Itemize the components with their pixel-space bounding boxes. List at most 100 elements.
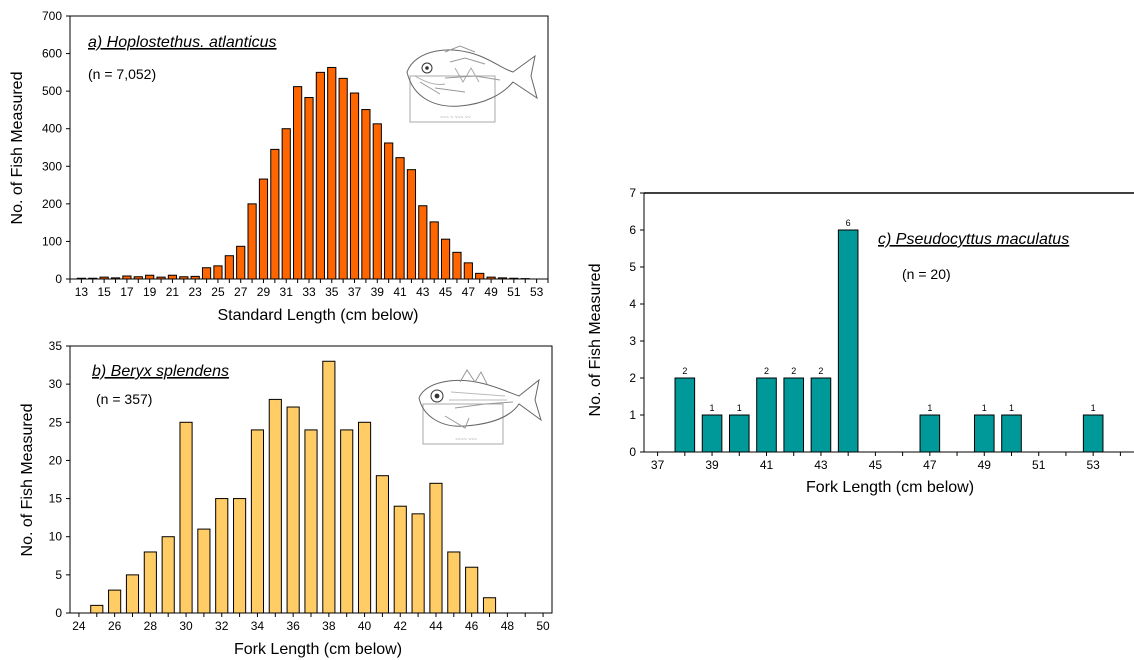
panel-b-y-tick-label: 5 bbox=[55, 568, 62, 582]
svg-text:~~~ ~ ~~~ ~~: ~~~ ~ ~~~ ~~ bbox=[440, 115, 471, 121]
panel-a-bar-36 bbox=[338, 77, 348, 280]
panel-a-y-tick-label: 300 bbox=[42, 159, 62, 173]
panel-a-sample-size: (n = 7,052) bbox=[88, 66, 156, 82]
panel-a-bar-17 bbox=[122, 275, 132, 280]
panel-b-x-tick-label: 38 bbox=[322, 619, 336, 633]
panel-c-data-label-41: 2 bbox=[764, 366, 769, 376]
panel-c-bar-41 bbox=[756, 377, 777, 453]
panel-c-data-label-53: 1 bbox=[1091, 403, 1096, 413]
panel-a-bar-50 bbox=[497, 277, 508, 280]
panel-c-bar-39 bbox=[701, 414, 723, 453]
panel-a-bar-26 bbox=[224, 255, 234, 280]
panel-a-x-tick-label: 21 bbox=[166, 285, 180, 299]
panel-c-bar-50 bbox=[1001, 414, 1022, 453]
panel-b-y-tick-label: 10 bbox=[49, 530, 63, 544]
panel-a-x-tick-label: 53 bbox=[530, 285, 544, 299]
panel-c-y-tick-label: 5 bbox=[629, 260, 636, 274]
panel-b-bar-25 bbox=[90, 604, 104, 614]
panel-b-x-tick-label: 46 bbox=[465, 619, 479, 633]
panel-c-bars bbox=[674, 229, 1104, 453]
panel-c-y-ticks: 0 1 2 3 4 5 6 7 bbox=[629, 186, 644, 459]
panel-c-x-tick-label: 53 bbox=[1086, 458, 1100, 472]
panel-b-title: b) Beryx splendens bbox=[92, 363, 229, 380]
panel-a-y-tick-label: 500 bbox=[42, 84, 62, 98]
panel-c-bar-40 bbox=[728, 414, 750, 453]
panel-b-x-tick-label: 40 bbox=[358, 619, 372, 633]
panel-b-x-tick-label: 42 bbox=[394, 619, 408, 633]
panel-c-bar-44 bbox=[837, 229, 859, 453]
panel-c-bar-42 bbox=[783, 377, 805, 453]
panel-b-x-tick-label: 30 bbox=[179, 619, 193, 633]
panel-b-x-tick-label: 32 bbox=[215, 619, 229, 633]
panel-b-y-tick-label: 35 bbox=[49, 339, 63, 353]
panel-c-sample-size: (n = 20) bbox=[902, 266, 951, 282]
panel-b-bar-44 bbox=[429, 482, 443, 614]
panel-a-x-tick-label: 51 bbox=[507, 285, 521, 299]
panel-b-bar-27 bbox=[125, 574, 140, 614]
panel-b-x-tick-label: 36 bbox=[286, 619, 300, 633]
panel-a-bar-42 bbox=[406, 169, 417, 280]
panel-c-y-tick-label: 4 bbox=[629, 297, 636, 311]
panel-a-y-tick-label: 0 bbox=[55, 272, 62, 286]
panel-a-y-tick-label: 100 bbox=[42, 234, 62, 248]
panel-b-y-tick-label: 20 bbox=[49, 453, 63, 467]
panel-a-x-tick-label: 43 bbox=[416, 285, 430, 299]
panel-c-data-label-38: 2 bbox=[682, 366, 687, 376]
panel-c-x-axis-title: Fork Length (cm below) bbox=[806, 479, 974, 496]
panel-a-x-tick-label: 35 bbox=[325, 285, 339, 299]
panel-c-data-label-49: 1 bbox=[982, 403, 987, 413]
panel-c-data-label-47: 1 bbox=[927, 403, 932, 413]
panel-c-x-tick-label: 51 bbox=[1032, 458, 1046, 472]
panel-a-bar-32 bbox=[293, 86, 303, 280]
panel-a-bar-19 bbox=[145, 274, 155, 280]
panel-b-bar-26 bbox=[108, 589, 122, 614]
panel-b-bar-35 bbox=[268, 398, 282, 614]
panel-c-y-axis-title: No. of Fish Measured bbox=[587, 264, 604, 417]
panel-c-bar-38 bbox=[674, 377, 696, 453]
panel-a-bar-41 bbox=[395, 157, 405, 280]
panel-b-y-tick-label: 30 bbox=[49, 377, 63, 391]
panel-a-bar-51 bbox=[509, 277, 519, 280]
panel-b-bar-30 bbox=[179, 421, 193, 614]
panel-b-x-tick-label: 50 bbox=[536, 619, 550, 633]
panel-a-bar-16 bbox=[110, 277, 121, 280]
panel-c-x-tick-label: 37 bbox=[651, 458, 665, 472]
panel-a-y-ticks: 0 100 200 300 400 500 600 700 bbox=[42, 9, 70, 286]
fish-illustration-orange-roughy: ~~~ ~ ~~~ ~~ bbox=[406, 45, 538, 123]
panel-a-x-tick-label: 23 bbox=[189, 285, 203, 299]
panel-b-x-tick-label: 34 bbox=[251, 619, 265, 633]
panel-a-bar-31 bbox=[281, 128, 291, 280]
panel-b-bar-28 bbox=[143, 551, 157, 614]
panel-a-bar-33 bbox=[304, 97, 314, 280]
panel-b-x-tick-label: 44 bbox=[429, 619, 443, 633]
panel-a-x-tick-label: 25 bbox=[211, 285, 225, 299]
fish-illustration-alfonsino: ~~~~ ~~~ bbox=[418, 369, 542, 445]
panel-a-y-tick-label: 600 bbox=[42, 47, 62, 61]
panel-a-bar-48 bbox=[475, 272, 485, 280]
panel-c-data-label-44: 6 bbox=[846, 218, 851, 228]
panel-a-x-tick-label: 33 bbox=[302, 285, 316, 299]
panel-b-y-axis-title: No. of Fish Measured bbox=[19, 404, 36, 557]
panel-a-y-tick-label: 400 bbox=[42, 122, 62, 136]
panel-a-bar-47 bbox=[463, 262, 473, 280]
panel-b-chart: 24 26 28 30 32 34 36 38 40 42 44 46 48 50 0 5 10 15 20 25 3… bbox=[19, 339, 553, 658]
panel-c-data-labels: 2 1 1 2 2 2 6 1 1 1 1 bbox=[682, 218, 1095, 413]
panel-c-bar-49 bbox=[973, 414, 995, 453]
panel-a-y-axis-title: No. of Fish Measured bbox=[9, 72, 26, 225]
panel-a-bar-21 bbox=[167, 274, 178, 280]
panel-b-bar-38 bbox=[322, 360, 336, 614]
panel-a-bar-13 bbox=[76, 277, 86, 280]
panel-c-x-tick-label: 45 bbox=[869, 458, 883, 472]
panel-c-y-tick-label: 6 bbox=[629, 223, 636, 237]
panel-a-bar-38 bbox=[361, 109, 371, 280]
panel-a-y-tick-label: 200 bbox=[42, 197, 62, 211]
panel-a-x-tick-label: 13 bbox=[75, 285, 89, 299]
panel-c-x-tick-label: 47 bbox=[923, 458, 937, 472]
panel-c-x-tick-label: 43 bbox=[814, 458, 828, 472]
panel-b-x-tick-label: 26 bbox=[108, 619, 122, 633]
panel-b-bar-31 bbox=[197, 528, 211, 614]
panel-c-chart: 21 12 2 261 1 1 1 37 39 41 43 45 47 49 51 53 01234567 … bbox=[587, 186, 1134, 496]
panel-c-y-tick-label: 2 bbox=[629, 371, 636, 385]
panel-a-bar-39 bbox=[372, 123, 382, 280]
